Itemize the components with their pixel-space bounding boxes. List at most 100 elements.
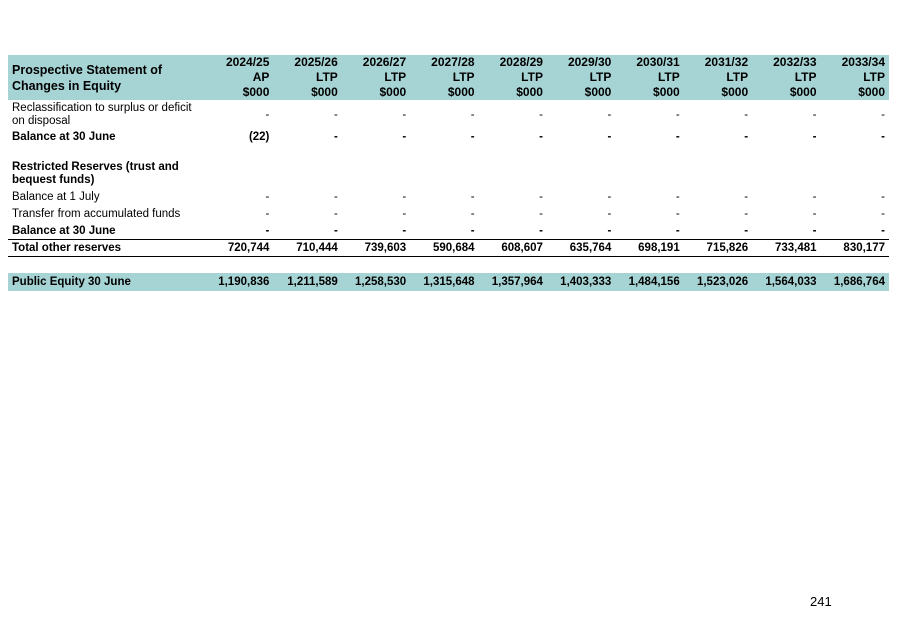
value-cell: 720,744 [205, 239, 274, 257]
value-cell: - [333, 224, 338, 237]
column-header: 2030/31 LTP $000 [615, 55, 684, 101]
value-cell: - [539, 224, 543, 237]
spacer-row [8, 257, 889, 274]
total-row: Total other reserves 720,744 710,444 739,6… [8, 239, 889, 257]
column-header: 2025/26 LTP $000 [273, 55, 342, 101]
value-cell: - [744, 130, 749, 143]
column-header: 2027/28 LTP $000 [410, 55, 479, 101]
row-label: Total other reserves [8, 239, 205, 257]
column-header: 2026/27 LTP $000 [341, 55, 411, 101]
value-cell: - [265, 224, 270, 237]
value-cell: - [812, 207, 817, 220]
value-cell: - [744, 108, 749, 121]
row-label: Public Equity 30 June [8, 273, 205, 291]
table-row: Reclassification to surplus or deficit o… [8, 101, 889, 128]
spacer-row [8, 145, 889, 160]
value-cell: - [675, 207, 680, 220]
row-label: Balance at 30 June [12, 130, 116, 143]
value-cell: - [539, 190, 543, 203]
value-cell: - [470, 190, 475, 203]
value-cell: (22) [248, 130, 270, 143]
value-cell: - [881, 108, 885, 121]
value-cell: - [265, 190, 270, 203]
section-heading-row: Restricted Reserves (trust and bequest f… [8, 160, 889, 188]
row-label: Reclassification to surplus or deficit o… [12, 102, 192, 127]
value-cell: - [265, 207, 270, 220]
value-cell: - [402, 190, 407, 203]
value-cell: 715,826 [683, 239, 753, 257]
value-cell: - [744, 224, 749, 237]
column-header: 2024/25 AP $000 [205, 55, 274, 101]
table-title: Prospective Statement of Changes in Equi… [8, 55, 205, 101]
value-cell: - [539, 207, 543, 220]
value-cell: 635,764 [546, 239, 616, 257]
value-cell: - [675, 190, 680, 203]
value-cell: - [675, 130, 680, 143]
value-cell: - [812, 130, 817, 143]
value-cell: - [675, 224, 680, 237]
value-cell: - [265, 108, 270, 121]
value-cell: 1,190,836 [205, 273, 274, 291]
page-number: 241 [810, 594, 832, 609]
value-cell: 1,315,648 [410, 273, 479, 291]
value-cell: - [402, 207, 407, 220]
value-cell: - [470, 108, 475, 121]
value-cell: - [470, 207, 475, 220]
value-cell: - [333, 108, 338, 121]
value-cell: - [675, 108, 680, 121]
value-cell: 1,258,530 [341, 273, 411, 291]
value-cell: - [607, 130, 612, 143]
value-cell: - [539, 130, 543, 143]
value-cell: 590,684 [410, 239, 479, 257]
value-cell: - [812, 108, 817, 121]
value-cell: - [881, 190, 885, 203]
section-heading: Restricted Reserves (trust and bequest f… [12, 161, 179, 186]
value-cell: - [539, 108, 543, 121]
table-row: Balance at 30 June - - - - - - - - - - [8, 222, 889, 240]
value-cell: - [881, 224, 885, 237]
value-cell: 1,686,764 [820, 273, 889, 291]
value-cell: 1,564,033 [752, 273, 821, 291]
value-cell: 1,523,026 [683, 273, 753, 291]
row-label: Transfer from accumulated funds [12, 207, 181, 220]
value-cell: - [744, 207, 749, 220]
value-cell: - [333, 190, 338, 203]
column-header: 2033/34 LTP $000 [820, 55, 889, 101]
column-header: 2029/30 LTP $000 [546, 55, 616, 101]
value-cell: - [402, 130, 407, 143]
column-header: 2031/32 LTP $000 [683, 55, 753, 101]
value-cell: 1,484,156 [615, 273, 684, 291]
equity-statement-table: Prospective Statement of Changes in Equi… [8, 55, 889, 291]
table-header-row: Prospective Statement of Changes in Equi… [8, 55, 889, 101]
value-cell: - [402, 224, 407, 237]
column-header: 2032/33 LTP $000 [752, 55, 821, 101]
value-cell: - [402, 108, 407, 121]
value-cell: 608,607 [478, 239, 547, 257]
column-header: 2028/29 LTP $000 [478, 55, 547, 101]
table-row: Balance at 30 June (22) - - - - - - - - - [8, 128, 889, 145]
value-cell: 830,177 [820, 239, 889, 257]
value-cell: - [881, 207, 885, 220]
value-cell: - [470, 130, 475, 143]
table-row: Transfer from accumulated funds - - - - - - - -… [8, 205, 889, 222]
value-cell: - [812, 190, 817, 203]
row-label: Balance at 30 June [12, 224, 116, 237]
value-cell: 1,211,589 [273, 273, 342, 291]
value-cell: - [607, 207, 612, 220]
table-row: Balance at 1 July - - - - - - - - - - [8, 188, 889, 205]
value-cell: 739,603 [341, 239, 411, 257]
value-cell: - [470, 224, 475, 237]
row-label: Balance at 1 July [12, 190, 100, 203]
value-cell: 1,357,964 [478, 273, 547, 291]
value-cell: 710,444 [273, 239, 342, 257]
value-cell: - [607, 190, 612, 203]
public-equity-row: Public Equity 30 June 1,190,836 1,211,589… [8, 273, 889, 291]
value-cell: - [881, 130, 885, 143]
value-cell: - [333, 130, 338, 143]
value-cell: - [607, 108, 612, 121]
value-cell: 1,403,333 [546, 273, 616, 291]
value-cell: - [744, 190, 749, 203]
value-cell: - [333, 207, 338, 220]
value-cell: 733,481 [752, 239, 821, 257]
value-cell: - [812, 224, 817, 237]
